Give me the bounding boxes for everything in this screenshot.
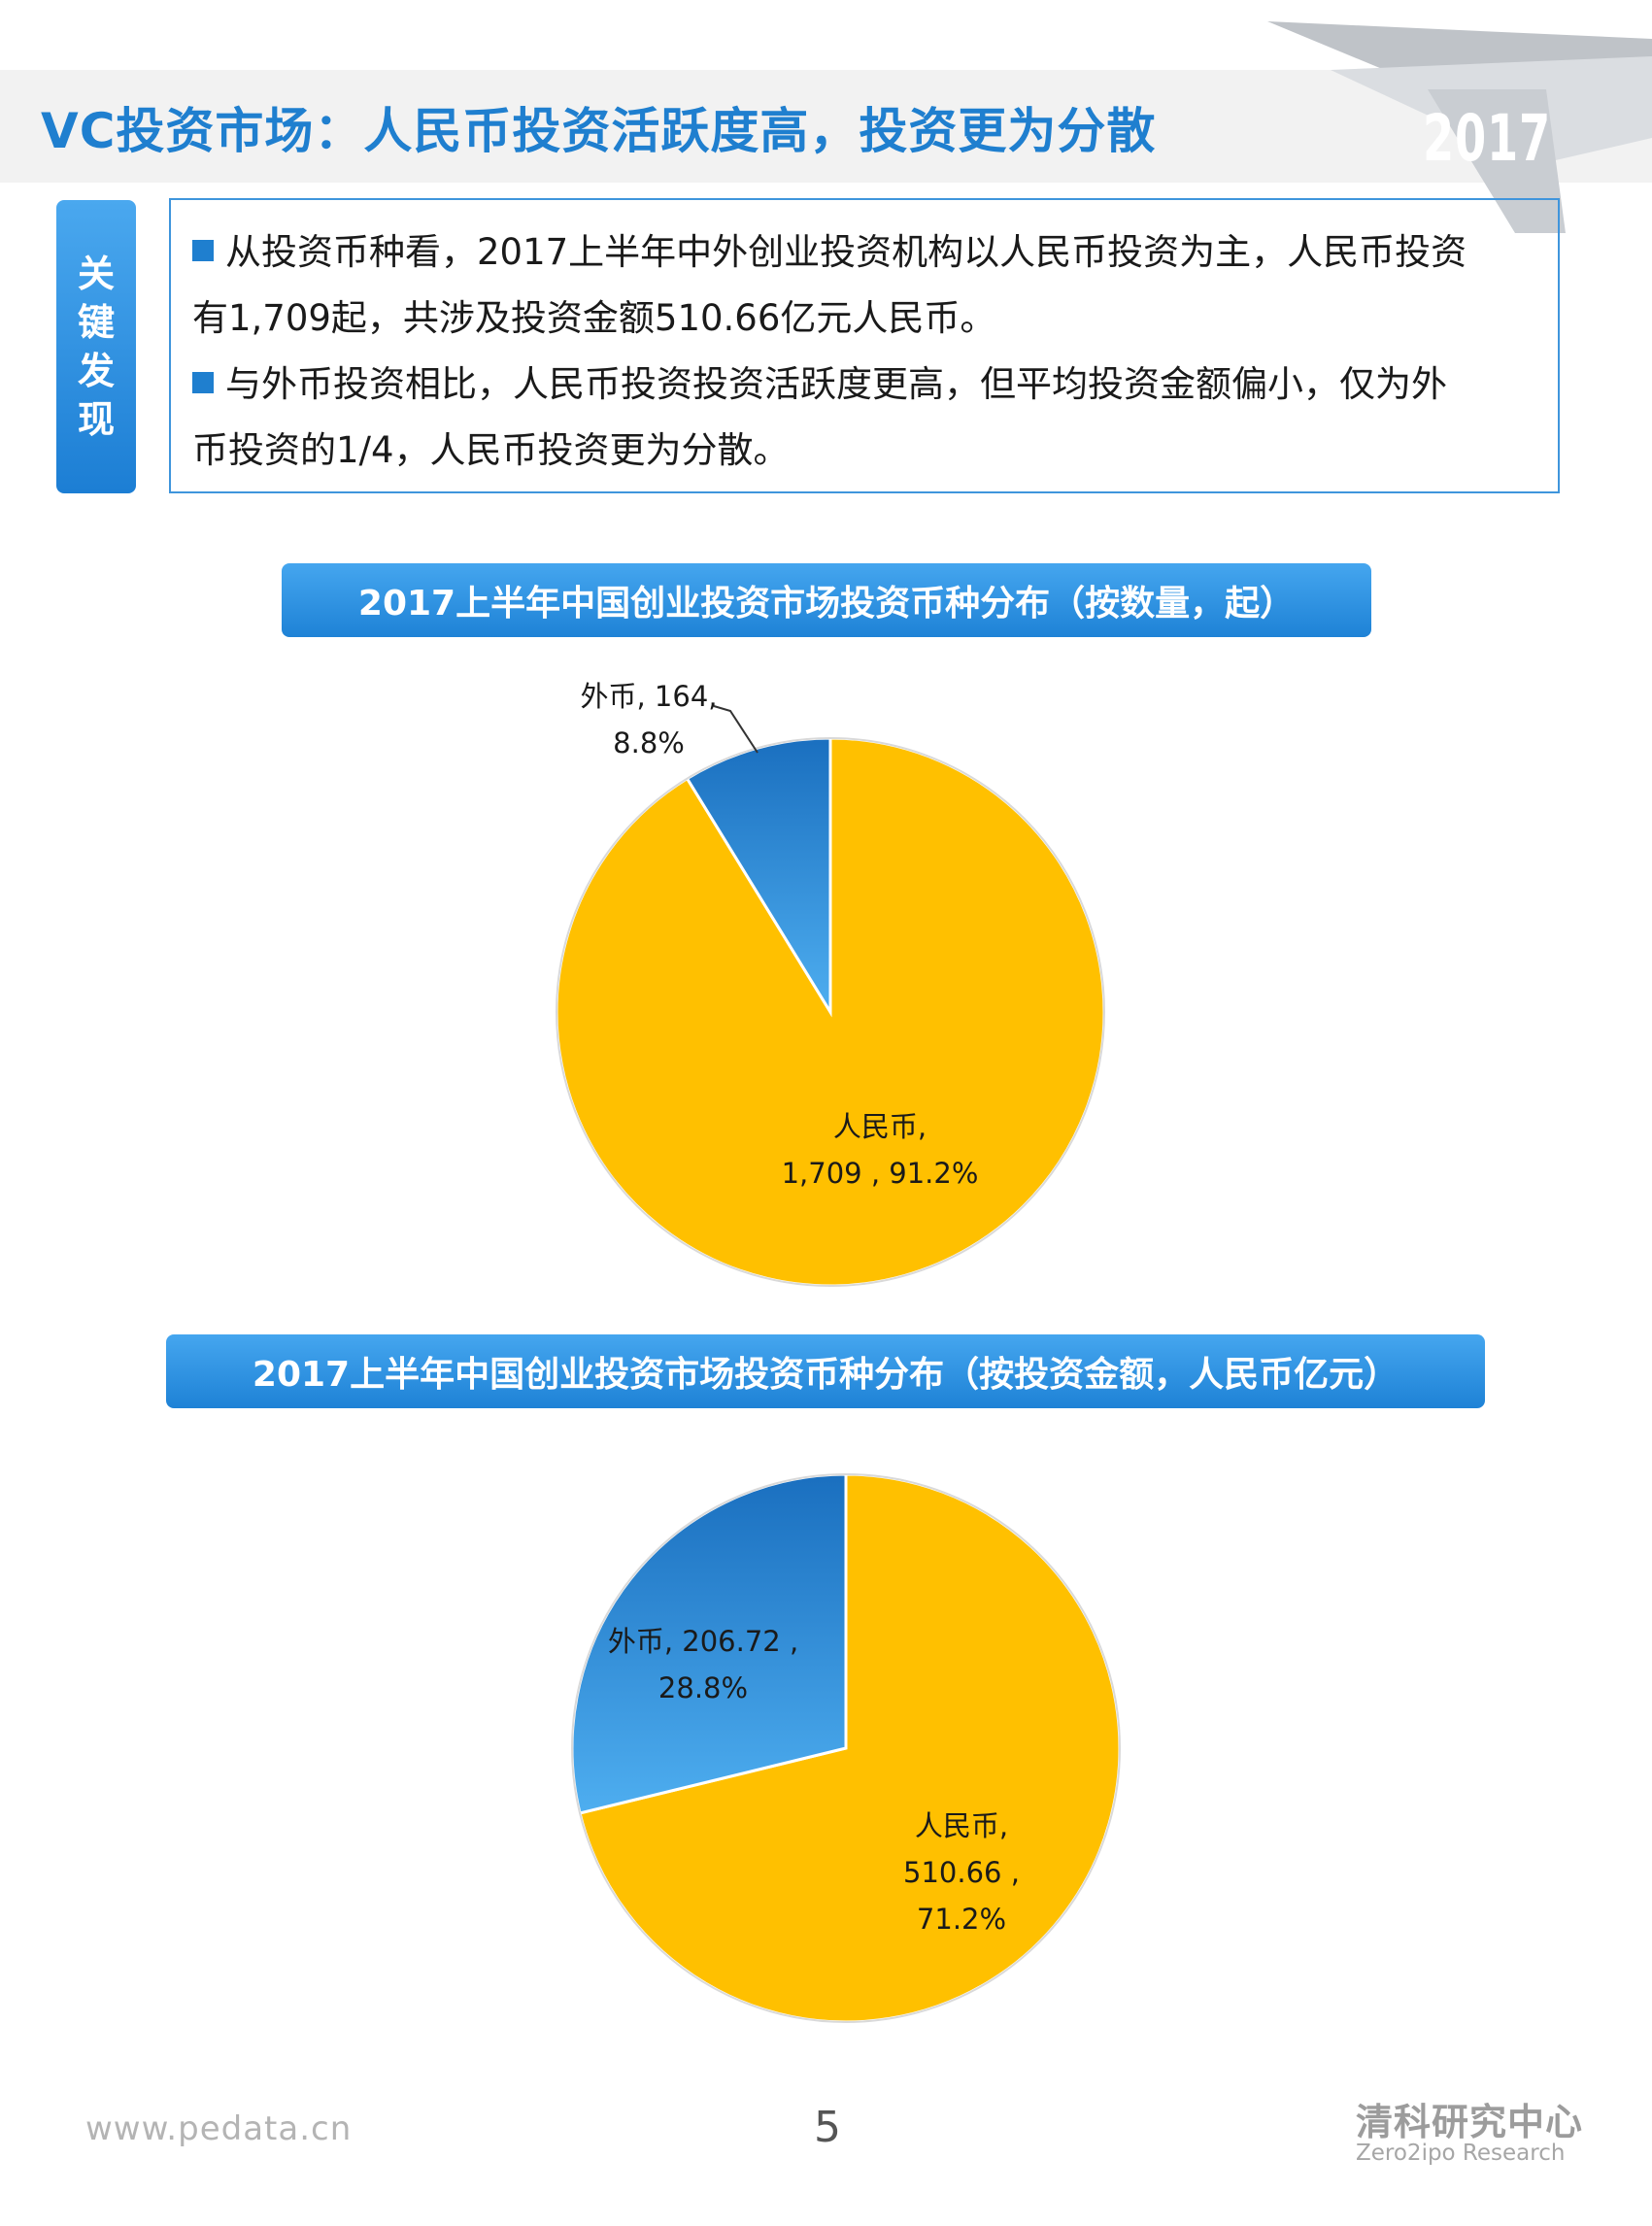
- data-label-leader-line: [713, 705, 759, 754]
- year-badge: 2017: [1423, 101, 1552, 176]
- page-title: VC投资市场：人民币投资活跃度高，投资更为分散: [41, 103, 1157, 159]
- key-findings-tab: 关 键 发 现: [56, 200, 136, 493]
- key-findings-box: 从投资币种看，2017上半年中外创业投资机构以人民币投资为主，人民币投资 有1,…: [169, 198, 1560, 493]
- key-findings-tab-char: 关: [77, 253, 115, 295]
- finding-line: 有1,709起，共涉及投资金额510.66亿元人民币。: [192, 286, 1534, 352]
- footer-url: www.pedata.cn: [85, 2109, 353, 2148]
- pie-data-label-2-rmb: 71.2%: [917, 1903, 1006, 1936]
- brand-logo-en: Zero2ipo Research: [1356, 2141, 1566, 2166]
- pie-data-label-1-foreign: 8.8%: [613, 726, 685, 759]
- finding-text: 从投资币种看，2017上半年中外创业投资机构以人民币投资为主，人民币投资: [225, 231, 1467, 273]
- chart-1-title: 2017上半年中国创业投资市场投资币种分布（按数量，起）: [282, 563, 1371, 637]
- finding-text: 与外币投资相比，人民币投资投资活跃度更高，但平均投资金额偏小，仅为外: [225, 363, 1447, 405]
- finding-line: 与外币投资相比，人民币投资投资活跃度更高，但平均投资金额偏小，仅为外: [192, 352, 1534, 418]
- pie-data-label-1-rmb: 1,709 , 91.2%: [782, 1157, 979, 1190]
- chart-2-title: 2017上半年中国创业投资市场投资币种分布（按投资金额，人民币亿元）: [166, 1334, 1485, 1408]
- key-findings-tab-char: 现: [77, 398, 115, 441]
- pie-outline: [571, 1473, 1121, 2023]
- bullet-square-icon: [192, 240, 214, 261]
- pie-data-label-2-rmb: 510.66 ,: [903, 1856, 1020, 1889]
- finding-line: 币投资的1/4，人民币投资更为分散。: [192, 418, 1534, 484]
- pie-data-label-2-rmb: 人民币,: [915, 1809, 1008, 1842]
- key-findings-tab-char: 发: [77, 350, 115, 392]
- bullet-square-icon: [192, 372, 214, 393]
- finding-text: 有1,709起，共涉及投资金额510.66亿元人民币。: [192, 297, 996, 339]
- pie-data-label-2-foreign: 28.8%: [658, 1671, 748, 1704]
- brand-logo-cn: 清科研究中心: [1356, 2101, 1584, 2143]
- pie-outline: [556, 737, 1105, 1287]
- finding-text: 币投资的1/4，人民币投资更为分散。: [192, 429, 790, 471]
- pie-data-label-2-foreign: 外币, 206.72 ,: [608, 1625, 798, 1658]
- key-findings-tab-char: 键: [77, 301, 115, 344]
- finding-line: 从投资币种看，2017上半年中外创业投资机构以人民币投资为主，人民币投资: [192, 219, 1534, 286]
- pie-data-label-1-foreign: 外币, 164,: [580, 680, 717, 713]
- pie-data-label-1-rmb: 人民币,: [833, 1110, 927, 1143]
- header-decoration: [1267, 21, 1652, 233]
- page-number: 5: [814, 2103, 841, 2152]
